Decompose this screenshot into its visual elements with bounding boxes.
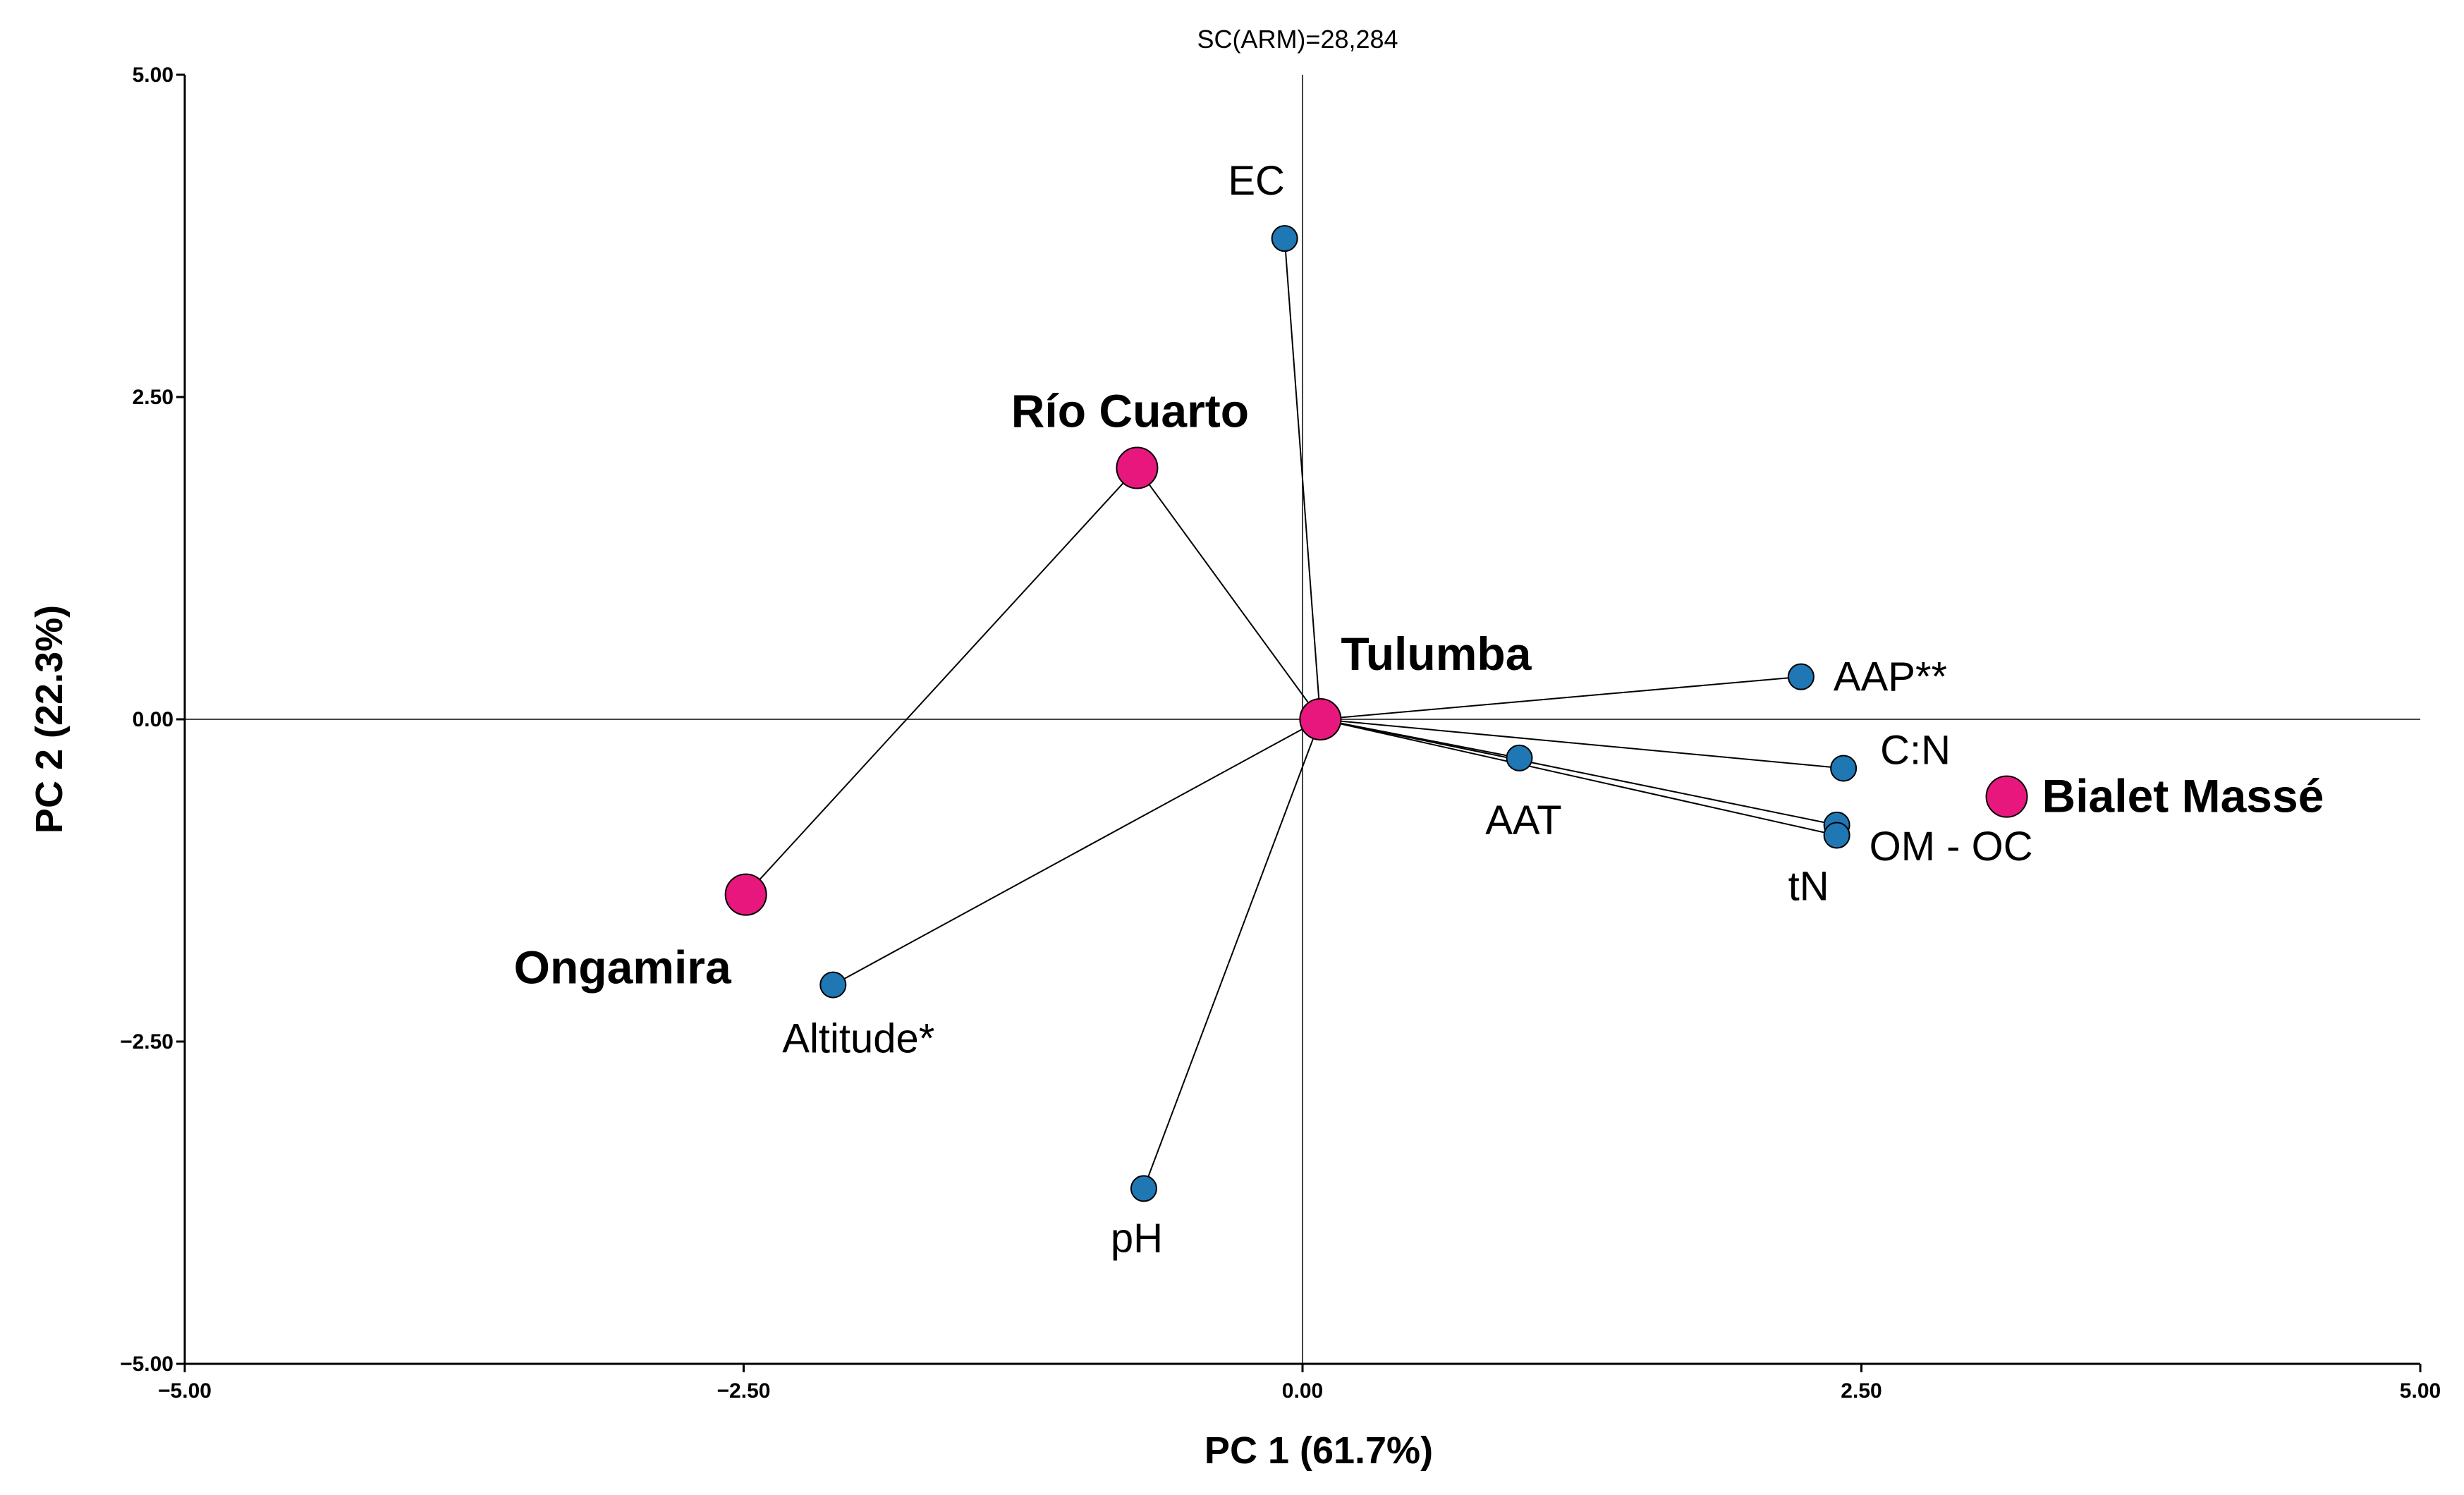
point-ph (1130, 1175, 1157, 1202)
connector-tn (1320, 719, 1837, 836)
chart-title: SC(ARM)=28,284 (1197, 25, 1398, 54)
y-tick-label: 5.00 (133, 63, 173, 87)
point-labels: EC AAP** C:N AAT OM - OC tN Altitude* pH Río Cua… (514, 158, 2324, 1261)
x-tick-label: −5.00 (158, 1379, 212, 1403)
point-altitude (819, 971, 847, 999)
connector-ph (1142, 719, 1322, 1189)
site-point-ongamira (724, 873, 767, 916)
point-aat (1506, 744, 1533, 771)
x-tick-label: 5.00 (2400, 1379, 2441, 1403)
connector-aap (1320, 676, 1801, 720)
y-axis-ticks: −5.00 −2.50 0.00 2.50 5.00 (120, 63, 185, 1376)
label-tn: tN (1788, 864, 1829, 910)
site-link-rio-cuarto-tulumba (1136, 467, 1322, 720)
label-aap: AAP** (1834, 654, 1947, 700)
label-aat: AAT (1485, 798, 1562, 843)
x-axis-ticks: −5.00 −2.50 0.00 2.50 5.00 (158, 1364, 2441, 1403)
x-tick-label: 2.50 (1841, 1379, 1881, 1403)
connector-ec (1283, 238, 1322, 720)
site-link-ongamira-rio-cuarto (745, 467, 1138, 896)
connector-om-oc (1320, 719, 1837, 826)
site-label-tulumba: Tulumba (1341, 628, 1532, 680)
label-altitude: Altitude* (782, 1016, 934, 1062)
y-tick-label: 2.50 (133, 386, 173, 409)
site-label-ongamira: Ongamira (514, 941, 732, 994)
x-tick-label: 0.00 (1282, 1379, 1323, 1403)
y-axis-title: PC 2 (22.3%) (28, 605, 71, 834)
point-ec (1271, 225, 1298, 252)
x-axis-title: PC 1 (61.7%) (1204, 1429, 1433, 1472)
data-points (724, 225, 2028, 1202)
site-label-rio-cuarto: Río Cuarto (1011, 385, 1249, 437)
point-aap (1787, 663, 1815, 690)
label-c-n: C:N (1880, 727, 1951, 773)
y-tick-label: 0.00 (133, 708, 173, 731)
point-tn (1823, 822, 1850, 849)
y-tick-label: −5.00 (120, 1353, 173, 1376)
connector-c-n (1320, 719, 1844, 769)
connector-lines (745, 238, 1844, 1189)
site-point-bialet-masse (1985, 775, 2028, 818)
point-c-n (1830, 755, 1858, 782)
site-label-bialet-masse: Bialet Massé (2042, 770, 2324, 822)
label-ec: EC (1228, 158, 1285, 204)
x-tick-label: −2.50 (717, 1379, 771, 1403)
label-ph: pH (1111, 1215, 1163, 1261)
label-om-oc: OM - OC (1870, 824, 2033, 869)
site-point-rio-cuarto (1116, 446, 1159, 489)
site-point-tulumba (1299, 698, 1342, 740)
y-tick-label: −2.50 (120, 1030, 173, 1054)
connector-altitude (832, 719, 1321, 986)
